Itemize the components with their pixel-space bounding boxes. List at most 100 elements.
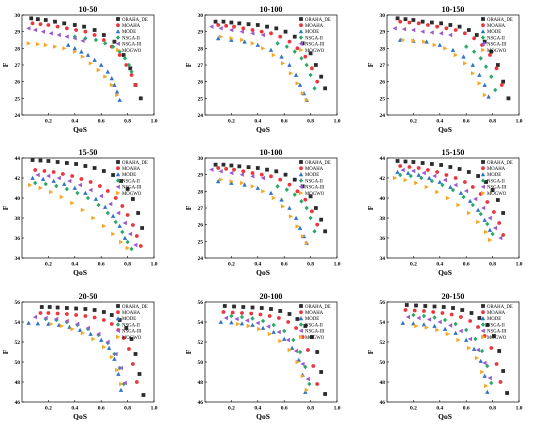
- data-point: [460, 308, 465, 312]
- data-point: [112, 82, 117, 87]
- data-point: [315, 222, 320, 227]
- data-point: [111, 173, 115, 177]
- y-tick-label: 26: [198, 80, 204, 86]
- data-point: [38, 22, 43, 27]
- series-MODE: [216, 179, 309, 245]
- data-point: [398, 19, 403, 24]
- data-point: [294, 326, 298, 330]
- data-point: [279, 54, 284, 59]
- data-point: [49, 321, 54, 327]
- data-point: [448, 323, 453, 328]
- legend-marker: [298, 322, 304, 327]
- data-point: [232, 304, 236, 309]
- data-point: [492, 334, 496, 338]
- data-point: [319, 217, 324, 222]
- data-point: [488, 53, 492, 57]
- legend-label: MOAHA: [305, 167, 324, 172]
- data-point: [241, 305, 246, 309]
- data-point: [475, 207, 481, 212]
- legend-marker: [299, 47, 304, 53]
- x-axis-label: QoS: [438, 125, 452, 134]
- data-point: [51, 170, 56, 174]
- data-point: [221, 19, 226, 24]
- legend-marker: [481, 166, 485, 171]
- series-MOGWO: [26, 41, 120, 98]
- series-MODE: [26, 320, 124, 392]
- legend-marker: [481, 310, 485, 315]
- data-point: [308, 72, 313, 78]
- x-axis-label: QoS: [438, 412, 452, 421]
- data-point: [64, 34, 69, 39]
- data-point: [490, 188, 495, 192]
- data-point: [293, 215, 299, 220]
- data-point: [477, 72, 482, 77]
- data-point: [283, 172, 288, 177]
- series-MOGWO: [28, 182, 130, 251]
- data-point: [458, 190, 464, 195]
- data-point: [218, 34, 224, 39]
- data-point: [464, 44, 469, 49]
- data-point: [276, 329, 281, 335]
- data-point: [420, 19, 425, 24]
- legend-label: MOGWO: [122, 192, 142, 197]
- plot-frame: [386, 157, 520, 259]
- data-point: [129, 246, 134, 252]
- legend-marker: [116, 47, 121, 53]
- data-point: [461, 194, 466, 200]
- y-tick-label: 24: [380, 113, 386, 119]
- y-tick-label: 42: [15, 176, 21, 182]
- y-tick-label: 36: [380, 236, 386, 242]
- data-point: [239, 29, 244, 34]
- data-point: [444, 173, 449, 177]
- data-point: [101, 310, 106, 314]
- data-point: [70, 174, 75, 178]
- data-point: [72, 49, 78, 54]
- legend-marker: [115, 184, 120, 189]
- data-point: [105, 69, 110, 74]
- data-point: [122, 235, 128, 240]
- data-point: [99, 62, 104, 67]
- data-point: [311, 364, 316, 368]
- y-tick-label: 48: [380, 380, 386, 386]
- legend-marker: [115, 35, 121, 40]
- data-point: [92, 308, 97, 312]
- series-MOAHA: [221, 310, 320, 386]
- data-point: [33, 180, 38, 186]
- data-point: [416, 166, 421, 170]
- y-tick-label: 38: [380, 216, 386, 222]
- data-point: [271, 322, 276, 328]
- x-tick-label: 0.4: [254, 119, 261, 125]
- x-tick-label: 0.2: [45, 406, 52, 412]
- data-point: [38, 185, 43, 191]
- y-tick-label: 25: [198, 239, 204, 245]
- data-point: [141, 393, 146, 397]
- x-tick-label: 0.2: [410, 262, 417, 268]
- data-point: [480, 369, 485, 375]
- legend-label: MODE: [122, 30, 136, 35]
- series-NSGA-II: [275, 41, 317, 91]
- data-point: [96, 67, 101, 73]
- data-point: [291, 337, 296, 343]
- data-point: [448, 32, 453, 38]
- data-point: [121, 53, 126, 57]
- series-MODE: [218, 319, 308, 394]
- data-point: [111, 231, 116, 237]
- series-NSGA-III: [209, 167, 265, 181]
- data-point: [101, 223, 107, 229]
- legend-label: NSGA-II: [487, 179, 505, 184]
- data-point: [130, 197, 135, 201]
- data-point: [93, 196, 99, 201]
- data-point: [61, 172, 65, 176]
- data-point: [296, 357, 301, 362]
- data-point: [440, 182, 445, 188]
- data-point: [125, 187, 130, 191]
- data-point: [70, 200, 75, 206]
- data-point: [459, 315, 463, 319]
- data-point: [250, 305, 255, 310]
- data-point: [284, 187, 289, 192]
- data-point: [268, 190, 274, 195]
- data-point: [106, 345, 112, 350]
- data-point: [414, 323, 419, 329]
- data-point: [411, 160, 416, 164]
- legend-marker: [481, 304, 485, 308]
